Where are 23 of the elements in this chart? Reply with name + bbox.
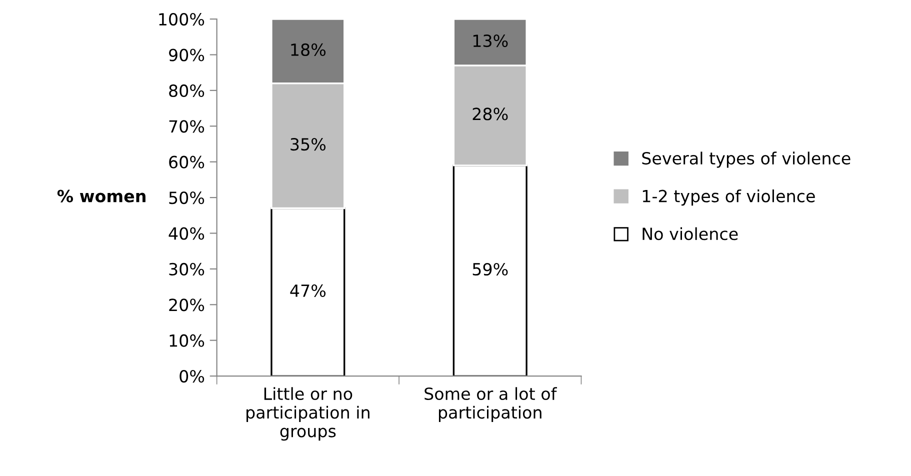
legend-label: No violence (642, 227, 738, 240)
y-tick-label: 20% (169, 298, 204, 312)
y-tick-label: 100% (159, 13, 204, 26)
legend-label: 1-2 types of violence (642, 189, 815, 206)
y-tick-label: 0% (180, 370, 204, 383)
y-tick-label: 50% (169, 192, 204, 204)
data-label: 28% (472, 108, 508, 120)
y-tick-label: 90% (169, 48, 204, 62)
y-tick-label: 40% (168, 227, 204, 240)
y-tick-label: 60% (169, 156, 204, 168)
y-axis-title: % women (57, 190, 146, 202)
data-label: 47% (290, 284, 326, 297)
legend-label: Several types of violence (642, 152, 850, 168)
y-tick-label: 30% (169, 262, 204, 276)
y-tick-label: 10% (170, 334, 204, 347)
data-label: 35% (290, 138, 326, 151)
y-tick-label: 80% (169, 84, 204, 98)
data-label: 59% (472, 262, 508, 276)
x-tick-label: Little or no participation in groups (246, 387, 370, 441)
x-tick-label: Some or a lot of participation (424, 387, 558, 422)
y-tick-label: 70% (169, 120, 204, 133)
data-label: 13% (473, 34, 508, 48)
data-label: 18% (291, 43, 326, 56)
